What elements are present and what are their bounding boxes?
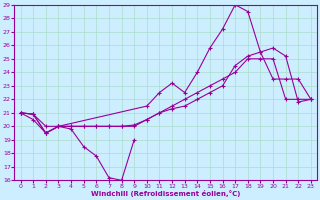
X-axis label: Windchill (Refroidissement éolien,°C): Windchill (Refroidissement éolien,°C) — [91, 190, 240, 197]
